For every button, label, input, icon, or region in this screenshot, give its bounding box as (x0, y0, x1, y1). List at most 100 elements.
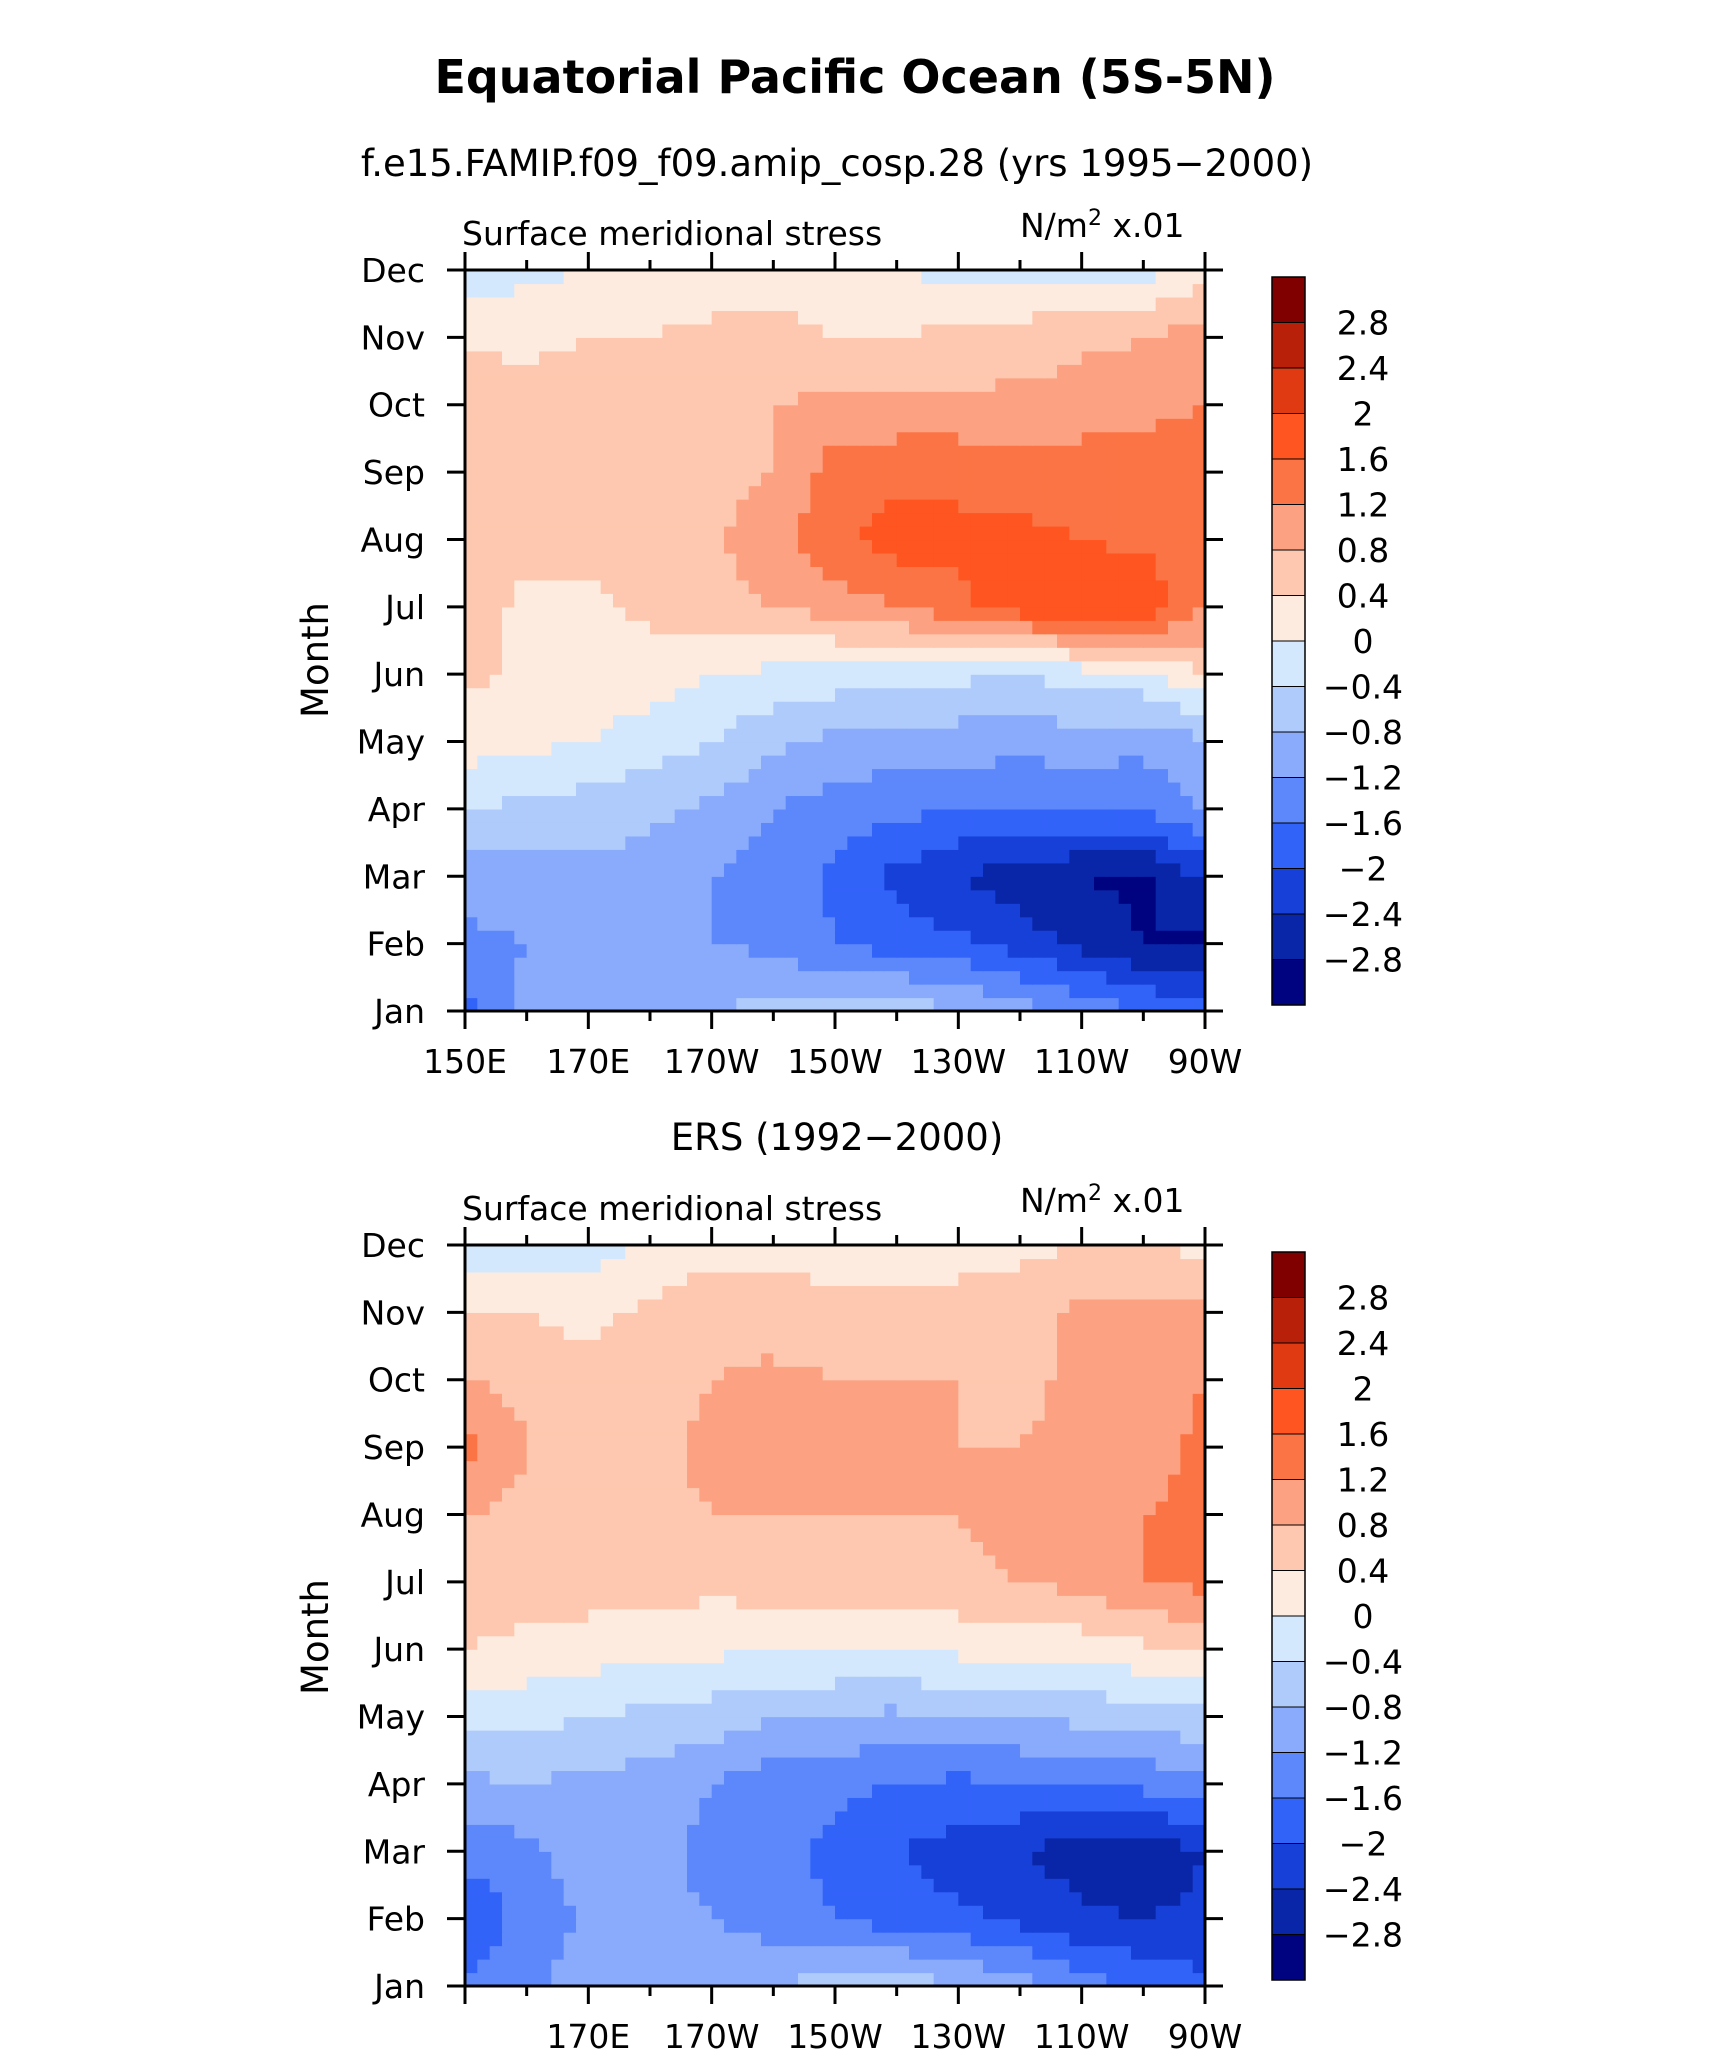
heatmap-cell (785, 552, 799, 567)
heatmap-cell (699, 876, 713, 891)
heatmap-cell (699, 1932, 713, 1947)
heatmap-cell (1143, 1972, 1157, 1987)
heatmap-cell (576, 499, 589, 514)
heatmap-cell (1081, 1783, 1095, 1798)
heatmap-cell (613, 1635, 626, 1650)
heatmap-cell (909, 1797, 922, 1812)
heatmap-cell (1118, 701, 1132, 716)
heatmap-cell (748, 310, 762, 325)
heatmap-cell (847, 1622, 861, 1637)
heatmap-cell (1094, 1649, 1107, 1664)
heatmap-cell (625, 957, 639, 972)
heatmap-cell (970, 1783, 984, 1798)
heatmap-cell (909, 808, 922, 823)
heatmap-cell (1155, 728, 1169, 743)
heatmap-cell (835, 970, 848, 985)
heatmap-cell (687, 1797, 700, 1812)
heatmap-cell (1118, 916, 1132, 931)
heatmap-cell (1168, 593, 1181, 608)
heatmap-cell (958, 1649, 972, 1664)
heatmap-cell (773, 1649, 787, 1664)
heatmap-cell (884, 660, 898, 675)
heatmap-cell (1081, 970, 1095, 985)
heatmap-cell (822, 768, 836, 783)
heatmap-cell (1007, 1864, 1021, 1879)
heatmap-cell (551, 1824, 565, 1839)
heatmap-cell (970, 1703, 984, 1718)
heatmap-cell (1032, 1837, 1046, 1852)
heatmap-cell (637, 1837, 651, 1852)
heatmap-cell (588, 499, 602, 514)
heatmap-cell (835, 660, 848, 675)
heatmap-cell (1180, 310, 1194, 325)
heatmap-cell (1094, 997, 1107, 1012)
x-ticks: 150E 170E 170W 150W 130W 110W 90W (423, 252, 1242, 1081)
heatmap-cell (1180, 1662, 1194, 1677)
heatmap-cell (761, 620, 774, 635)
heatmap-cell (835, 1918, 848, 1933)
heatmap-cell (1044, 1824, 1058, 1839)
heatmap-cell (810, 1837, 824, 1852)
heatmap-cell (711, 728, 725, 743)
heatmap-cell (514, 1662, 528, 1677)
heatmap-cell (1118, 781, 1132, 797)
heatmap-cell (477, 310, 491, 325)
heatmap-cell (773, 849, 787, 864)
heatmap-cell (1094, 1770, 1107, 1785)
units-label: N/m2 x.01 (1020, 1181, 1184, 1220)
heatmap-cell (1192, 997, 1206, 1012)
heatmap-cell (822, 916, 836, 931)
heatmap-cell (835, 701, 848, 716)
heatmap-cell (489, 364, 503, 379)
heatmap-cell (1007, 1972, 1021, 1987)
heatmap-cell (810, 539, 824, 554)
heatmap-cell (933, 539, 947, 554)
heatmap-cell (551, 889, 565, 904)
heatmap-cell (662, 445, 676, 460)
heatmap-cell (835, 1676, 848, 1691)
heatmap-cell (502, 499, 515, 514)
heatmap-cell (724, 674, 737, 689)
heatmap-cell (1118, 350, 1132, 365)
heatmap-cell (465, 391, 478, 406)
heatmap-cell (563, 283, 577, 298)
heatmap-cell (958, 552, 972, 567)
heatmap-cell (465, 876, 478, 891)
heatmap-cell (514, 350, 528, 365)
heatmap-cell (933, 957, 947, 972)
heatmap-cell (835, 1972, 848, 1987)
heatmap-cell (576, 445, 589, 460)
heatmap-cell (477, 539, 491, 554)
heatmap-cell (896, 1810, 910, 1825)
heatmap-cell (1094, 539, 1107, 554)
heatmap-cell (822, 1851, 836, 1866)
heatmap-cell (995, 350, 1009, 365)
heatmap-cell (896, 1959, 910, 1974)
heatmap-cell (637, 1703, 651, 1718)
heatmap-cell (736, 728, 750, 743)
heatmap-cell (822, 1689, 836, 1704)
heatmap-cell (477, 755, 491, 770)
heatmap-cell (884, 1622, 898, 1637)
heatmap-cell (810, 418, 824, 433)
heatmap-cell (933, 404, 947, 419)
heatmap-cell (785, 1972, 799, 1987)
heatmap-cell (724, 1824, 737, 1839)
heatmap-cell (761, 741, 774, 756)
heatmap-cell (1094, 903, 1107, 918)
heatmap-cell (489, 984, 503, 999)
heatmap-cell (711, 916, 725, 931)
heatmap-cell (1020, 1932, 1033, 1947)
heatmap-cell (711, 889, 725, 904)
heatmap-cell (1131, 768, 1144, 783)
heatmap-cell (477, 620, 491, 635)
heatmap-cell (539, 1824, 552, 1839)
heatmap-cell (551, 674, 565, 689)
heatmap-cell (748, 1864, 762, 1879)
heatmap-cell (748, 1770, 762, 1785)
heatmap-cell (514, 620, 528, 635)
heatmap-cell (896, 795, 910, 810)
heatmap-cell (748, 835, 762, 850)
heatmap-cell (736, 512, 750, 527)
heatmap-cell (477, 1756, 491, 1772)
